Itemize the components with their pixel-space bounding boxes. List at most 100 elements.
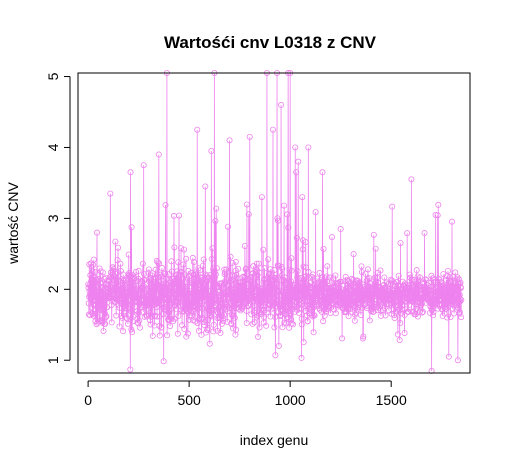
data-point bbox=[240, 288, 247, 295]
data-point bbox=[201, 321, 208, 328]
data-point bbox=[141, 313, 148, 320]
data-point bbox=[102, 320, 109, 327]
data-point bbox=[397, 296, 404, 303]
data-series bbox=[85, 70, 465, 374]
data-point bbox=[270, 283, 277, 290]
data-point bbox=[285, 298, 292, 305]
data-point bbox=[261, 265, 268, 272]
data-point bbox=[116, 286, 123, 293]
data-point bbox=[362, 270, 369, 277]
data-point bbox=[269, 126, 276, 133]
data-point bbox=[210, 321, 217, 328]
data-point bbox=[174, 330, 181, 337]
data-point bbox=[103, 313, 110, 320]
data-point bbox=[263, 309, 270, 316]
data-point bbox=[455, 292, 462, 299]
data-point bbox=[321, 278, 328, 285]
data-point bbox=[320, 318, 327, 325]
data-point bbox=[101, 310, 108, 317]
data-point bbox=[131, 275, 138, 282]
data-point bbox=[422, 276, 429, 283]
data-point bbox=[260, 246, 267, 253]
data-point bbox=[332, 288, 339, 295]
data-point bbox=[215, 291, 222, 298]
data-point bbox=[342, 296, 349, 303]
data-point bbox=[206, 340, 213, 347]
data-point bbox=[323, 308, 330, 315]
data-point bbox=[275, 262, 282, 269]
data-point bbox=[135, 309, 142, 316]
data-point bbox=[194, 320, 201, 327]
data-point bbox=[224, 223, 231, 230]
data-point bbox=[114, 257, 121, 264]
data-point bbox=[263, 279, 270, 286]
data-point bbox=[456, 291, 463, 298]
data-point bbox=[211, 274, 218, 281]
data-point bbox=[310, 311, 317, 318]
data-point bbox=[195, 301, 202, 308]
data-point bbox=[418, 300, 425, 307]
data-point bbox=[396, 337, 403, 344]
data-point bbox=[298, 315, 305, 322]
data-point bbox=[203, 302, 210, 309]
data-point bbox=[253, 314, 260, 321]
data-point bbox=[96, 318, 103, 325]
data-point bbox=[367, 280, 374, 287]
data-point bbox=[310, 329, 317, 336]
data-point bbox=[313, 291, 320, 298]
data-point bbox=[99, 269, 106, 276]
data-point bbox=[202, 183, 209, 190]
data-point bbox=[276, 277, 283, 284]
data-point bbox=[318, 286, 325, 293]
data-point bbox=[299, 246, 306, 253]
data-point bbox=[132, 268, 139, 275]
data-point bbox=[387, 280, 394, 287]
data-point bbox=[89, 268, 96, 275]
data-point bbox=[293, 234, 300, 241]
data-point bbox=[298, 281, 305, 288]
data-point bbox=[413, 267, 420, 274]
data-point bbox=[195, 304, 202, 311]
data-point bbox=[435, 305, 442, 312]
data-point bbox=[311, 312, 318, 319]
data-point bbox=[208, 148, 215, 155]
data-point bbox=[404, 230, 411, 237]
data-point bbox=[208, 256, 215, 263]
data-point bbox=[125, 285, 132, 292]
data-point bbox=[347, 306, 354, 313]
data-point bbox=[152, 275, 159, 282]
data-point bbox=[299, 194, 306, 201]
data-point bbox=[180, 261, 187, 268]
data-point bbox=[256, 269, 263, 276]
data-point bbox=[233, 326, 240, 333]
data-point bbox=[175, 259, 182, 266]
data-point bbox=[197, 267, 204, 274]
data-point bbox=[90, 312, 97, 319]
data-point bbox=[330, 292, 337, 299]
data-point bbox=[120, 328, 127, 335]
data-point bbox=[173, 306, 180, 313]
data-point bbox=[261, 313, 268, 320]
data-point bbox=[458, 314, 465, 321]
data-point bbox=[447, 313, 454, 320]
data-point bbox=[302, 293, 309, 300]
data-point bbox=[154, 313, 161, 320]
data-point bbox=[226, 305, 233, 312]
data-point bbox=[252, 284, 259, 291]
data-point bbox=[295, 294, 302, 301]
data-point bbox=[110, 265, 117, 272]
data-point bbox=[394, 306, 401, 313]
data-point bbox=[442, 303, 449, 310]
x-tick-label: 0 bbox=[84, 392, 92, 408]
data-point bbox=[298, 354, 305, 361]
data-point bbox=[105, 277, 112, 284]
data-point bbox=[128, 224, 135, 231]
data-point bbox=[338, 278, 345, 285]
data-point bbox=[417, 274, 424, 281]
data-point bbox=[227, 299, 234, 306]
data-point bbox=[419, 308, 426, 315]
x-axis: 0 500 1000 1500 bbox=[84, 380, 407, 408]
data-point bbox=[360, 333, 367, 340]
data-point bbox=[178, 245, 185, 252]
data-point bbox=[401, 312, 408, 319]
